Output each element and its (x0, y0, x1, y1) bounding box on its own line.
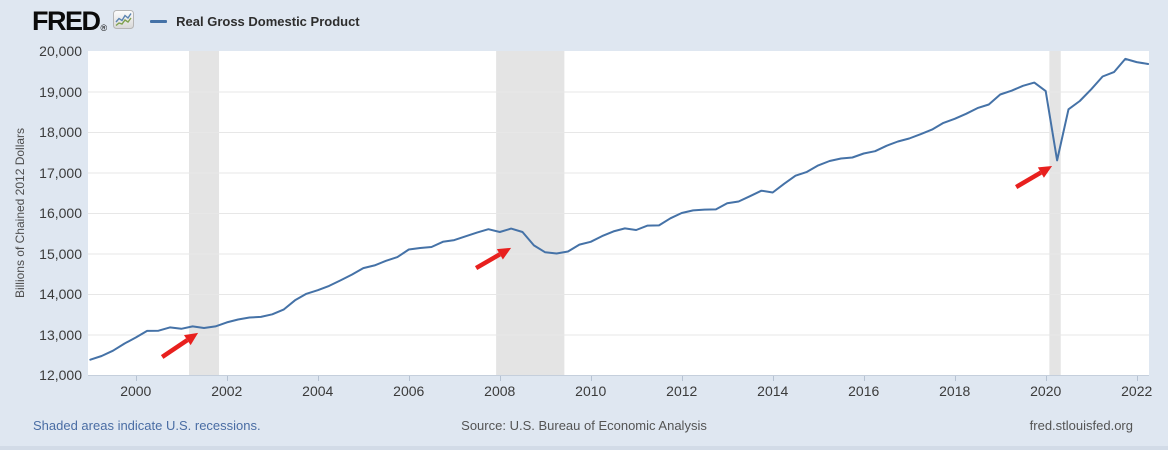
x-tick-mark (408, 376, 410, 381)
plot-area[interactable] (88, 51, 1149, 376)
legend-line-swatch (150, 19, 168, 23)
legend-series-label: Real Gross Domestic Product (176, 13, 360, 29)
y-tick-label: 19,000 (39, 83, 82, 100)
gdp-chart-svg (88, 51, 1149, 375)
annotation-arrow-shaft (160, 338, 189, 359)
x-tick-label: 2018 (939, 383, 971, 399)
y-tick-label: 16,000 (39, 205, 82, 221)
x-tick-mark (681, 376, 683, 381)
x-tick-label: 2022 (1121, 383, 1153, 399)
x-tick-label: 2012 (666, 383, 698, 399)
y-tick-label: 13,000 (39, 326, 82, 343)
x-tick-label: 2000 (120, 383, 152, 399)
x-tick-mark (590, 376, 592, 381)
x-tick-mark (772, 376, 774, 381)
x-tick-mark (1045, 376, 1047, 381)
recession-note-link[interactable]: Shaded areas indicate U.S. recessions. (33, 418, 261, 433)
y-tick-label: 18,000 (39, 124, 82, 140)
x-tick-label: 2004 (302, 383, 334, 399)
x-tick-mark (863, 376, 865, 381)
annotation-arrow-shaft (1015, 170, 1043, 190)
x-tick-label: 2010 (575, 383, 607, 399)
line-chart-icon (113, 10, 135, 34)
chart-header: FRED ® Real Gross Domestic Product (0, 0, 1168, 42)
y-tick-label: 20,000 (39, 43, 82, 59)
x-tick-label: 2020 (1030, 383, 1062, 399)
x-tick-mark (226, 376, 228, 381)
registered-trademark: ® (100, 22, 108, 33)
chart-footer: Shaded areas indicate U.S. recessions. S… (0, 416, 1168, 442)
x-tick-mark (499, 376, 501, 381)
y-tick-label: 14,000 (39, 286, 82, 302)
x-tick-mark (1136, 376, 1138, 381)
x-tick-label: 2016 (848, 383, 880, 399)
fred-site-link[interactable]: fred.stlouisfed.org (1029, 418, 1133, 433)
y-tick-label: 15,000 (39, 245, 82, 262)
y-tick-label: 17,000 (39, 164, 82, 181)
x-tick-mark (135, 376, 137, 381)
source-text: Source: U.S. Bureau of Economic Analysis (461, 418, 707, 433)
y-tick-label: 12,000 (39, 367, 82, 383)
annotation-arrow-head (183, 332, 199, 346)
fred-logo-text: FRED (32, 5, 101, 36)
bottom-edge-strip (0, 446, 1168, 450)
x-tick-label: 2002 (211, 383, 243, 399)
x-tick-label: 2014 (757, 383, 789, 399)
fred-logo[interactable]: FRED ® (32, 5, 108, 36)
gdp-line (89, 57, 1149, 361)
x-tick-label: 2008 (484, 383, 516, 399)
annotation-arrow-shaft (474, 252, 501, 271)
x-tick-mark (317, 376, 319, 381)
x-tick-label: 2006 (393, 383, 425, 399)
annotation-arrow-head (496, 247, 512, 260)
x-tick-mark (954, 376, 956, 381)
annotation-arrow-head (1037, 166, 1053, 178)
